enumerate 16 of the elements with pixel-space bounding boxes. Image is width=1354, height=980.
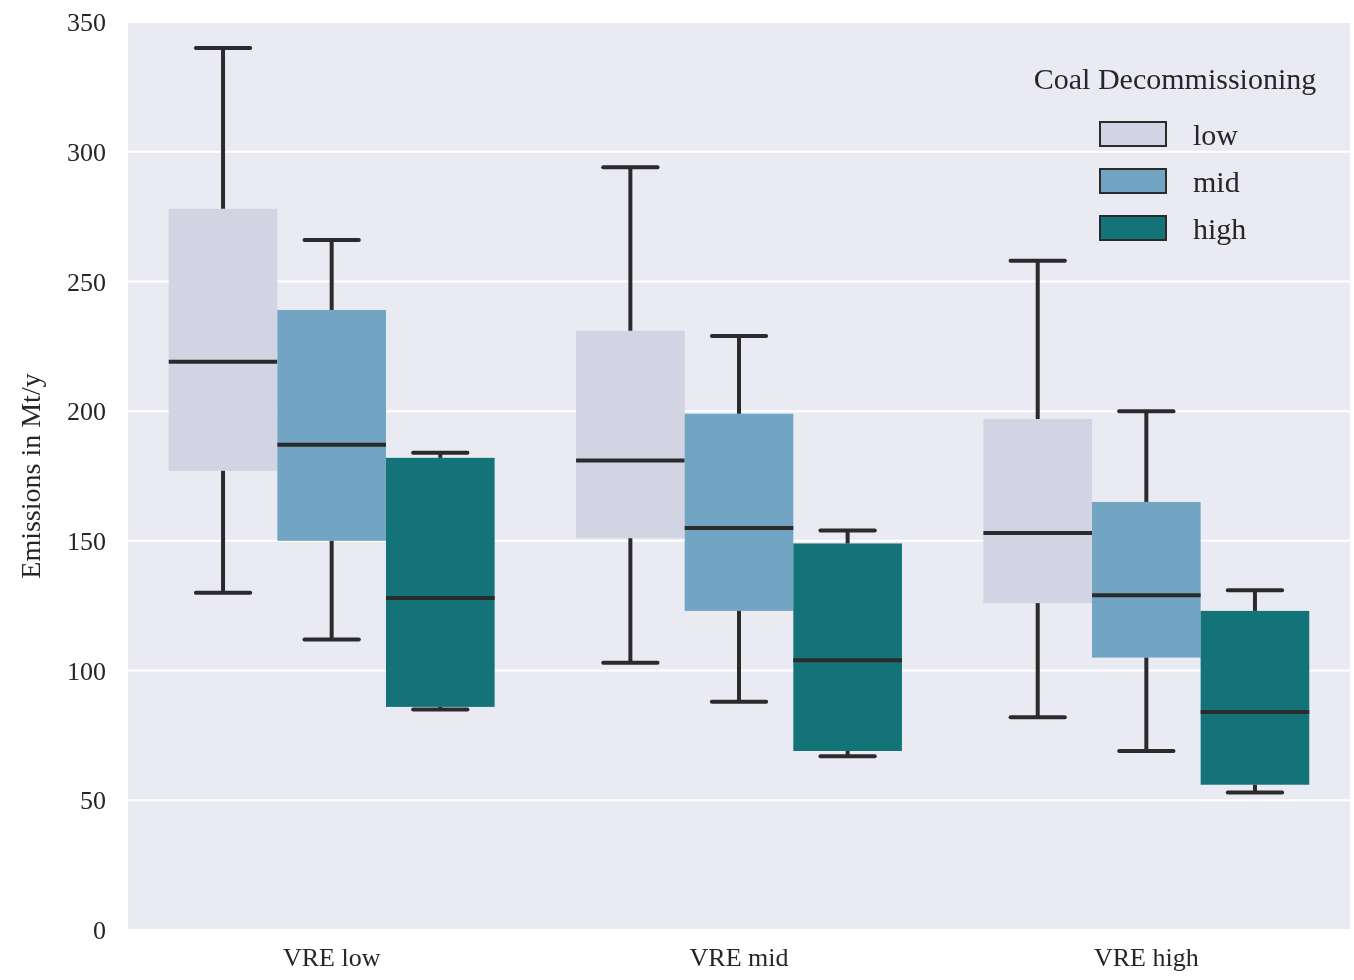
x-tick-label: VRE high	[1093, 943, 1199, 972]
y-tick-label: 50	[80, 786, 106, 816]
y-tick-label: 200	[67, 397, 106, 427]
legend-label: low	[1193, 118, 1239, 151]
legend-label: high	[1193, 212, 1247, 245]
y-tick-label: 150	[67, 526, 106, 556]
y-axis-title: Emissions in Mt/y	[15, 373, 46, 579]
legend-title: Coal Decommissioning	[1033, 62, 1317, 95]
legend-label: mid	[1193, 165, 1240, 198]
y-tick-label: 300	[67, 137, 106, 167]
y-tick-label: 100	[67, 656, 106, 686]
y-tick-label: 0	[93, 916, 106, 946]
x-tick-label: VRE low	[282, 943, 381, 972]
y-tick-label: 250	[67, 267, 106, 297]
y-tick-label: 350	[67, 8, 106, 38]
x-tick-label: VRE mid	[689, 943, 789, 972]
